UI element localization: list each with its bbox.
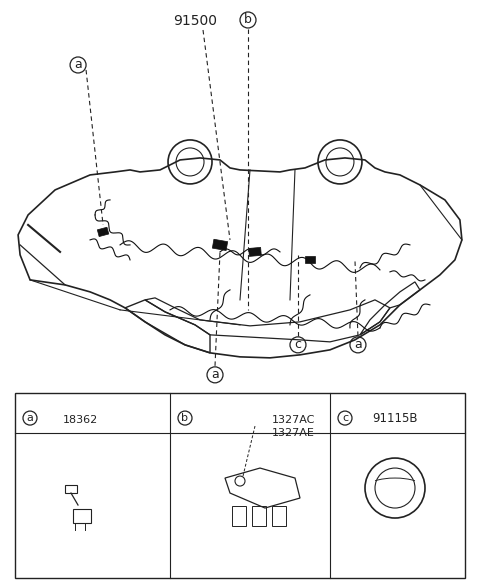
Bar	[249, 248, 261, 256]
Text: 91115B: 91115B	[372, 412, 418, 425]
Text: c: c	[342, 413, 348, 423]
Text: a: a	[354, 338, 362, 352]
Text: 1327AE: 1327AE	[272, 428, 315, 438]
Text: a: a	[26, 413, 34, 423]
Text: 91500: 91500	[173, 14, 217, 28]
Bar	[97, 227, 109, 236]
Bar	[65, 485, 77, 493]
Text: b: b	[244, 14, 252, 26]
Text: a: a	[74, 58, 82, 72]
Text: 18362: 18362	[62, 415, 97, 425]
Text: c: c	[294, 338, 301, 352]
Bar	[212, 239, 228, 250]
Text: b: b	[181, 413, 189, 423]
Bar	[232, 506, 246, 526]
Text: 1327AC: 1327AC	[272, 415, 315, 425]
Bar	[252, 506, 266, 526]
Bar	[272, 506, 286, 526]
Bar	[73, 509, 91, 523]
Bar	[305, 256, 315, 263]
Text: a: a	[211, 368, 219, 382]
